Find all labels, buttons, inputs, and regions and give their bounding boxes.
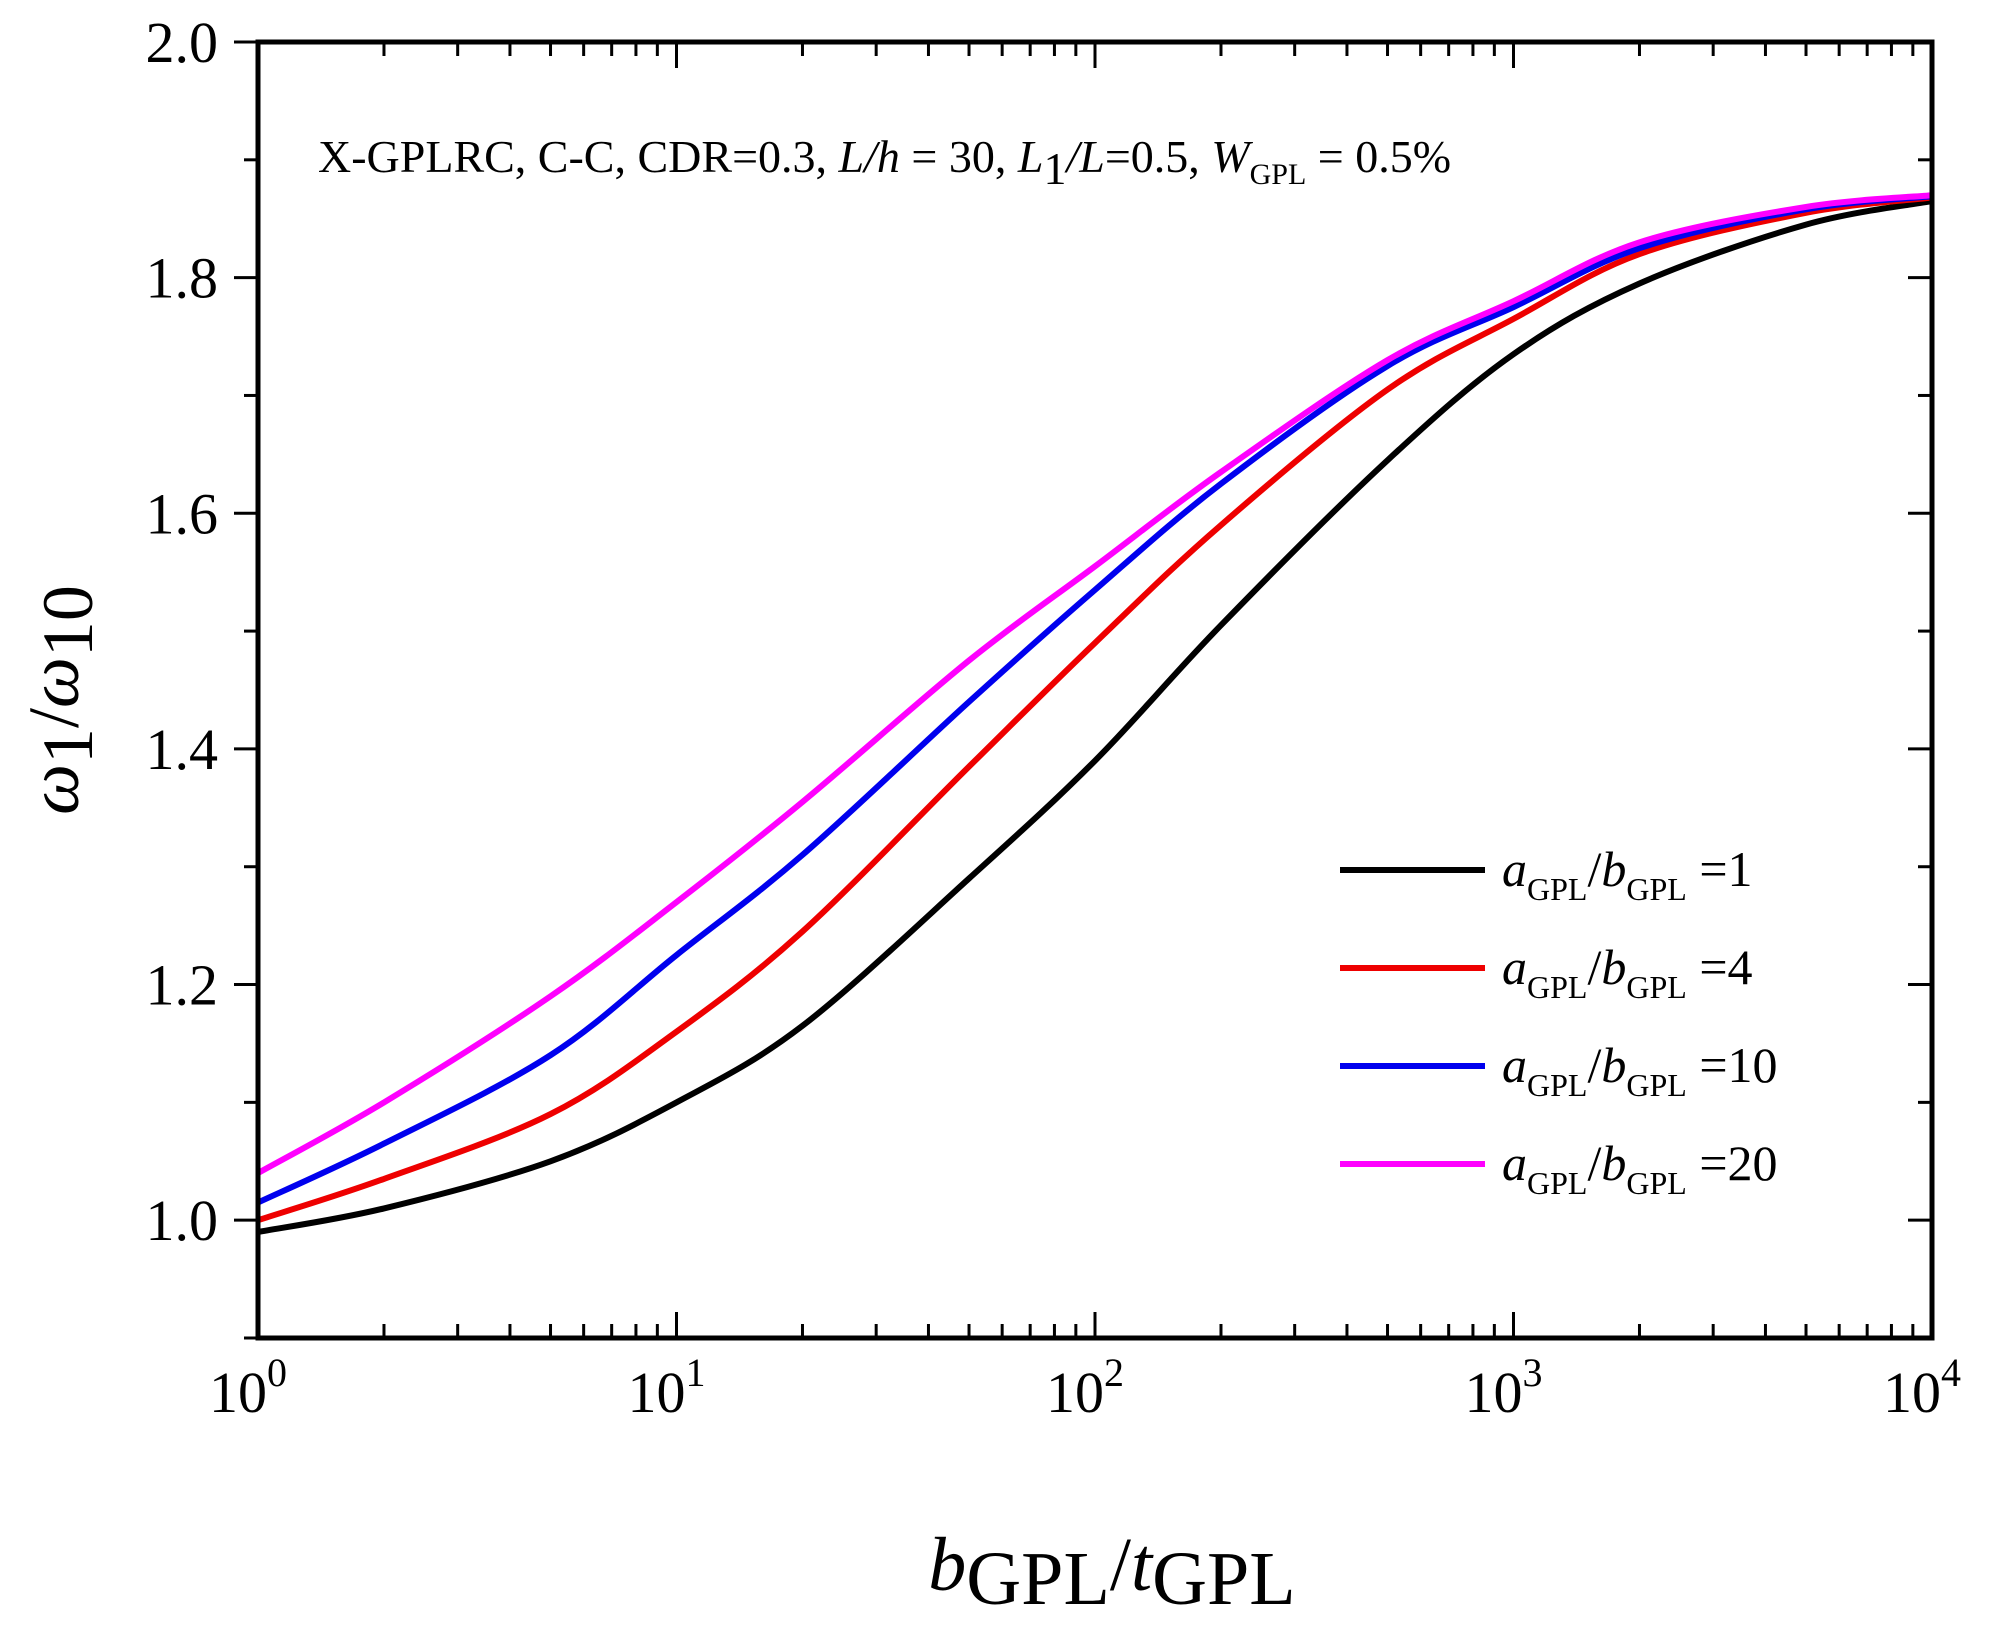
chart-annotation: X-GPLRC, C-C, CDR=0.3, L/h = 30, L1/L=0.… bbox=[318, 131, 1451, 194]
series-line-1 bbox=[257, 198, 1933, 1235]
plot-frame bbox=[255, 39, 1935, 1341]
y-tick-label: 2.0 bbox=[146, 10, 219, 75]
y-tick-labels: 1.0 1.2 1.4 1.6 1.8 2.0 bbox=[146, 10, 219, 1253]
x-tick-label: 100 bbox=[209, 1350, 287, 1425]
legend-label-4: aGPL/bGPL =20 bbox=[1502, 1135, 1778, 1201]
legend-label-3: aGPL/bGPL =10 bbox=[1502, 1037, 1778, 1103]
legend-label-1: aGPL/bGPL =1 bbox=[1502, 841, 1753, 907]
y-axis-title: ω1/ω10 bbox=[14, 585, 108, 815]
legend: aGPL/bGPL =1 aGPL/bGPL =4 aGPL/bGPL =10 aGP… bbox=[1340, 841, 1778, 1201]
series-lines bbox=[256, 192, 1933, 1235]
x-axis-title: bGPL/tGPL bbox=[928, 1523, 1295, 1621]
y-tick-label: 1.2 bbox=[146, 953, 219, 1018]
series-line-4 bbox=[256, 192, 1933, 1176]
series-line-3 bbox=[256, 193, 1933, 1206]
x-tick-label: 103 bbox=[1465, 1350, 1543, 1425]
y-tick-label: 1.0 bbox=[146, 1188, 219, 1253]
series-line-2 bbox=[257, 194, 1933, 1224]
y-tick-label: 1.4 bbox=[146, 717, 219, 782]
y-tick-label: 1.8 bbox=[146, 246, 219, 311]
y-tick-label: 1.6 bbox=[146, 481, 219, 546]
x-tick-label: 104 bbox=[1883, 1350, 1961, 1425]
x-tick-label: 102 bbox=[1046, 1350, 1124, 1425]
x-tick-label: 101 bbox=[628, 1350, 706, 1425]
legend-label-2: aGPL/bGPL =4 bbox=[1502, 939, 1753, 1005]
x-tick-labels: 100 101 102 103 104 bbox=[209, 1350, 1961, 1425]
